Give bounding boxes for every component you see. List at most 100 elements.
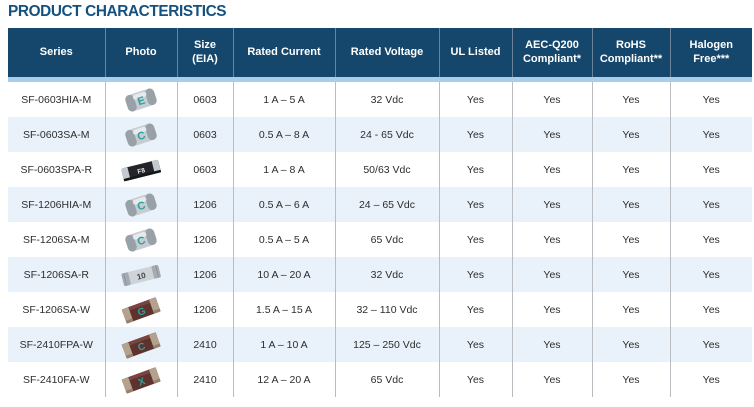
cell-size-eia: 2410 [177,327,234,362]
table-row: SF-2410FA-W X 2410 12 A – 20 A 65 Vdc Ye… [8,362,752,397]
cell-size-eia: 1206 [177,187,234,222]
cell-rohs: Yes [592,222,671,257]
column-header-halogen-free: Halogen Free*** [670,28,752,77]
cell-photo: C [105,117,178,152]
column-header-aec-q200: AEC-Q200 Compliant* [512,28,593,77]
svg-text:10: 10 [136,270,147,281]
product-photo-icon: C [117,225,165,255]
cell-aec-q200: Yes [512,152,593,187]
cell-aec-q200: Yes [512,187,593,222]
cell-size-eia: 1206 [177,257,234,292]
svg-text:C: C [136,199,147,213]
cell-halogen-free: Yes [670,257,752,292]
cell-series: SF-0603HIA-M [8,82,106,117]
cell-rohs: Yes [592,82,671,117]
cell-rated-voltage: 65 Vdc [335,362,440,397]
product-photo-icon: X [117,365,165,395]
table-row: SF-1206SA-W G 1206 1.5 A – 15 A 32 – 110… [8,292,752,327]
cell-rated-voltage: 24 - 65 Vdc [335,117,440,152]
cell-photo: C [105,327,178,362]
cell-series: SF-0603SA-M [8,117,106,152]
cell-aec-q200: Yes [512,292,593,327]
cell-size-eia: 0603 [177,152,234,187]
table-header: Series Photo Size (EIA) Rated Current Ra… [8,28,752,82]
cell-size-eia: 0603 [177,82,234,117]
header-row: Series Photo Size (EIA) Rated Current Ra… [8,28,752,77]
product-photo-icon: E [117,85,165,115]
cell-size-eia: 1206 [177,222,234,257]
cell-rohs: Yes [592,117,671,152]
svg-text:F8: F8 [137,167,146,176]
cell-halogen-free: Yes [670,292,752,327]
column-header-size-eia: Size (EIA) [177,28,234,77]
cell-photo: E [105,82,178,117]
cell-rated-current: 0.5 A – 6 A [233,187,336,222]
cell-photo: 10 [105,257,178,292]
cell-ul-listed: Yes [439,257,513,292]
cell-series: SF-1206SA-R [8,257,106,292]
table-row: SF-1206SA-R 10 1206 10 A – 20 A 32 Vdc Y… [8,257,752,292]
header-accent-stripe [8,77,752,82]
product-photo-icon: C [117,330,165,360]
svg-text:C: C [136,234,147,248]
cell-rated-current: 0.5 A – 5 A [233,222,336,257]
product-photo-icon: 10 [117,260,165,290]
cell-ul-listed: Yes [439,152,513,187]
cell-series: SF-1206SA-W [8,292,106,327]
page-title: PRODUCT CHARACTERISTICS [8,3,227,20]
column-header-rated-voltage: Rated Voltage [335,28,440,77]
cell-rated-current: 1 A – 10 A [233,327,336,362]
cell-aec-q200: Yes [512,362,593,397]
cell-series: SF-1206HIA-M [8,187,106,222]
column-header-series: Series [8,28,106,77]
cell-rated-voltage: 32 Vdc [335,82,440,117]
cell-rohs: Yes [592,327,671,362]
cell-ul-listed: Yes [439,222,513,257]
cell-halogen-free: Yes [670,362,752,397]
cell-aec-q200: Yes [512,257,593,292]
cell-rohs: Yes [592,292,671,327]
cell-photo: F8 [105,152,178,187]
table-row: SF-0603SPA-R F8 0603 1 A – 8 A 50/63 Vdc… [8,152,752,187]
cell-ul-listed: Yes [439,362,513,397]
product-characteristics-table: Series Photo Size (EIA) Rated Current Ra… [8,28,752,397]
product-photo-icon: C [117,120,165,150]
cell-aec-q200: Yes [512,222,593,257]
cell-halogen-free: Yes [670,187,752,222]
product-photo-icon: G [117,295,165,325]
cell-aec-q200: Yes [512,82,593,117]
cell-ul-listed: Yes [439,187,513,222]
cell-rated-current: 10 A – 20 A [233,257,336,292]
cell-rated-voltage: 65 Vdc [335,222,440,257]
cell-series: SF-2410FPA-W [8,327,106,362]
cell-rated-voltage: 50/63 Vdc [335,152,440,187]
table-row: SF-0603SA-M C 0603 0.5 A – 8 A 24 - 65 V… [8,117,752,152]
cell-ul-listed: Yes [439,292,513,327]
cell-rated-current: 12 A – 20 A [233,362,336,397]
cell-rated-voltage: 24 – 65 Vdc [335,187,440,222]
table-row: SF-0603HIA-M E 0603 1 A – 5 A 32 Vdc Yes… [8,82,752,117]
cell-photo: C [105,222,178,257]
table-row: SF-2410FPA-W C 2410 1 A – 10 A 125 – 250… [8,327,752,362]
cell-rated-voltage: 32 – 110 Vdc [335,292,440,327]
cell-ul-listed: Yes [439,117,513,152]
cell-rated-current: 1.5 A – 15 A [233,292,336,327]
cell-series: SF-0603SPA-R [8,152,106,187]
svg-text:G: G [136,305,147,318]
cell-aec-q200: Yes [512,327,593,362]
cell-rated-voltage: 125 – 250 Vdc [335,327,440,362]
cell-rated-voltage: 32 Vdc [335,257,440,292]
cell-rated-current: 1 A – 8 A [233,152,336,187]
cell-aec-q200: Yes [512,117,593,152]
product-photo-icon: C [117,190,165,220]
cell-halogen-free: Yes [670,222,752,257]
cell-series: SF-2410FA-W [8,362,106,397]
svg-text:C: C [136,129,147,143]
cell-rated-current: 1 A – 5 A [233,82,336,117]
table-body: SF-0603HIA-M E 0603 1 A – 5 A 32 Vdc Yes… [8,82,752,397]
column-header-rated-current: Rated Current [233,28,336,77]
column-header-ul-listed: UL Listed [439,28,513,77]
cell-halogen-free: Yes [670,82,752,117]
cell-rohs: Yes [592,187,671,222]
